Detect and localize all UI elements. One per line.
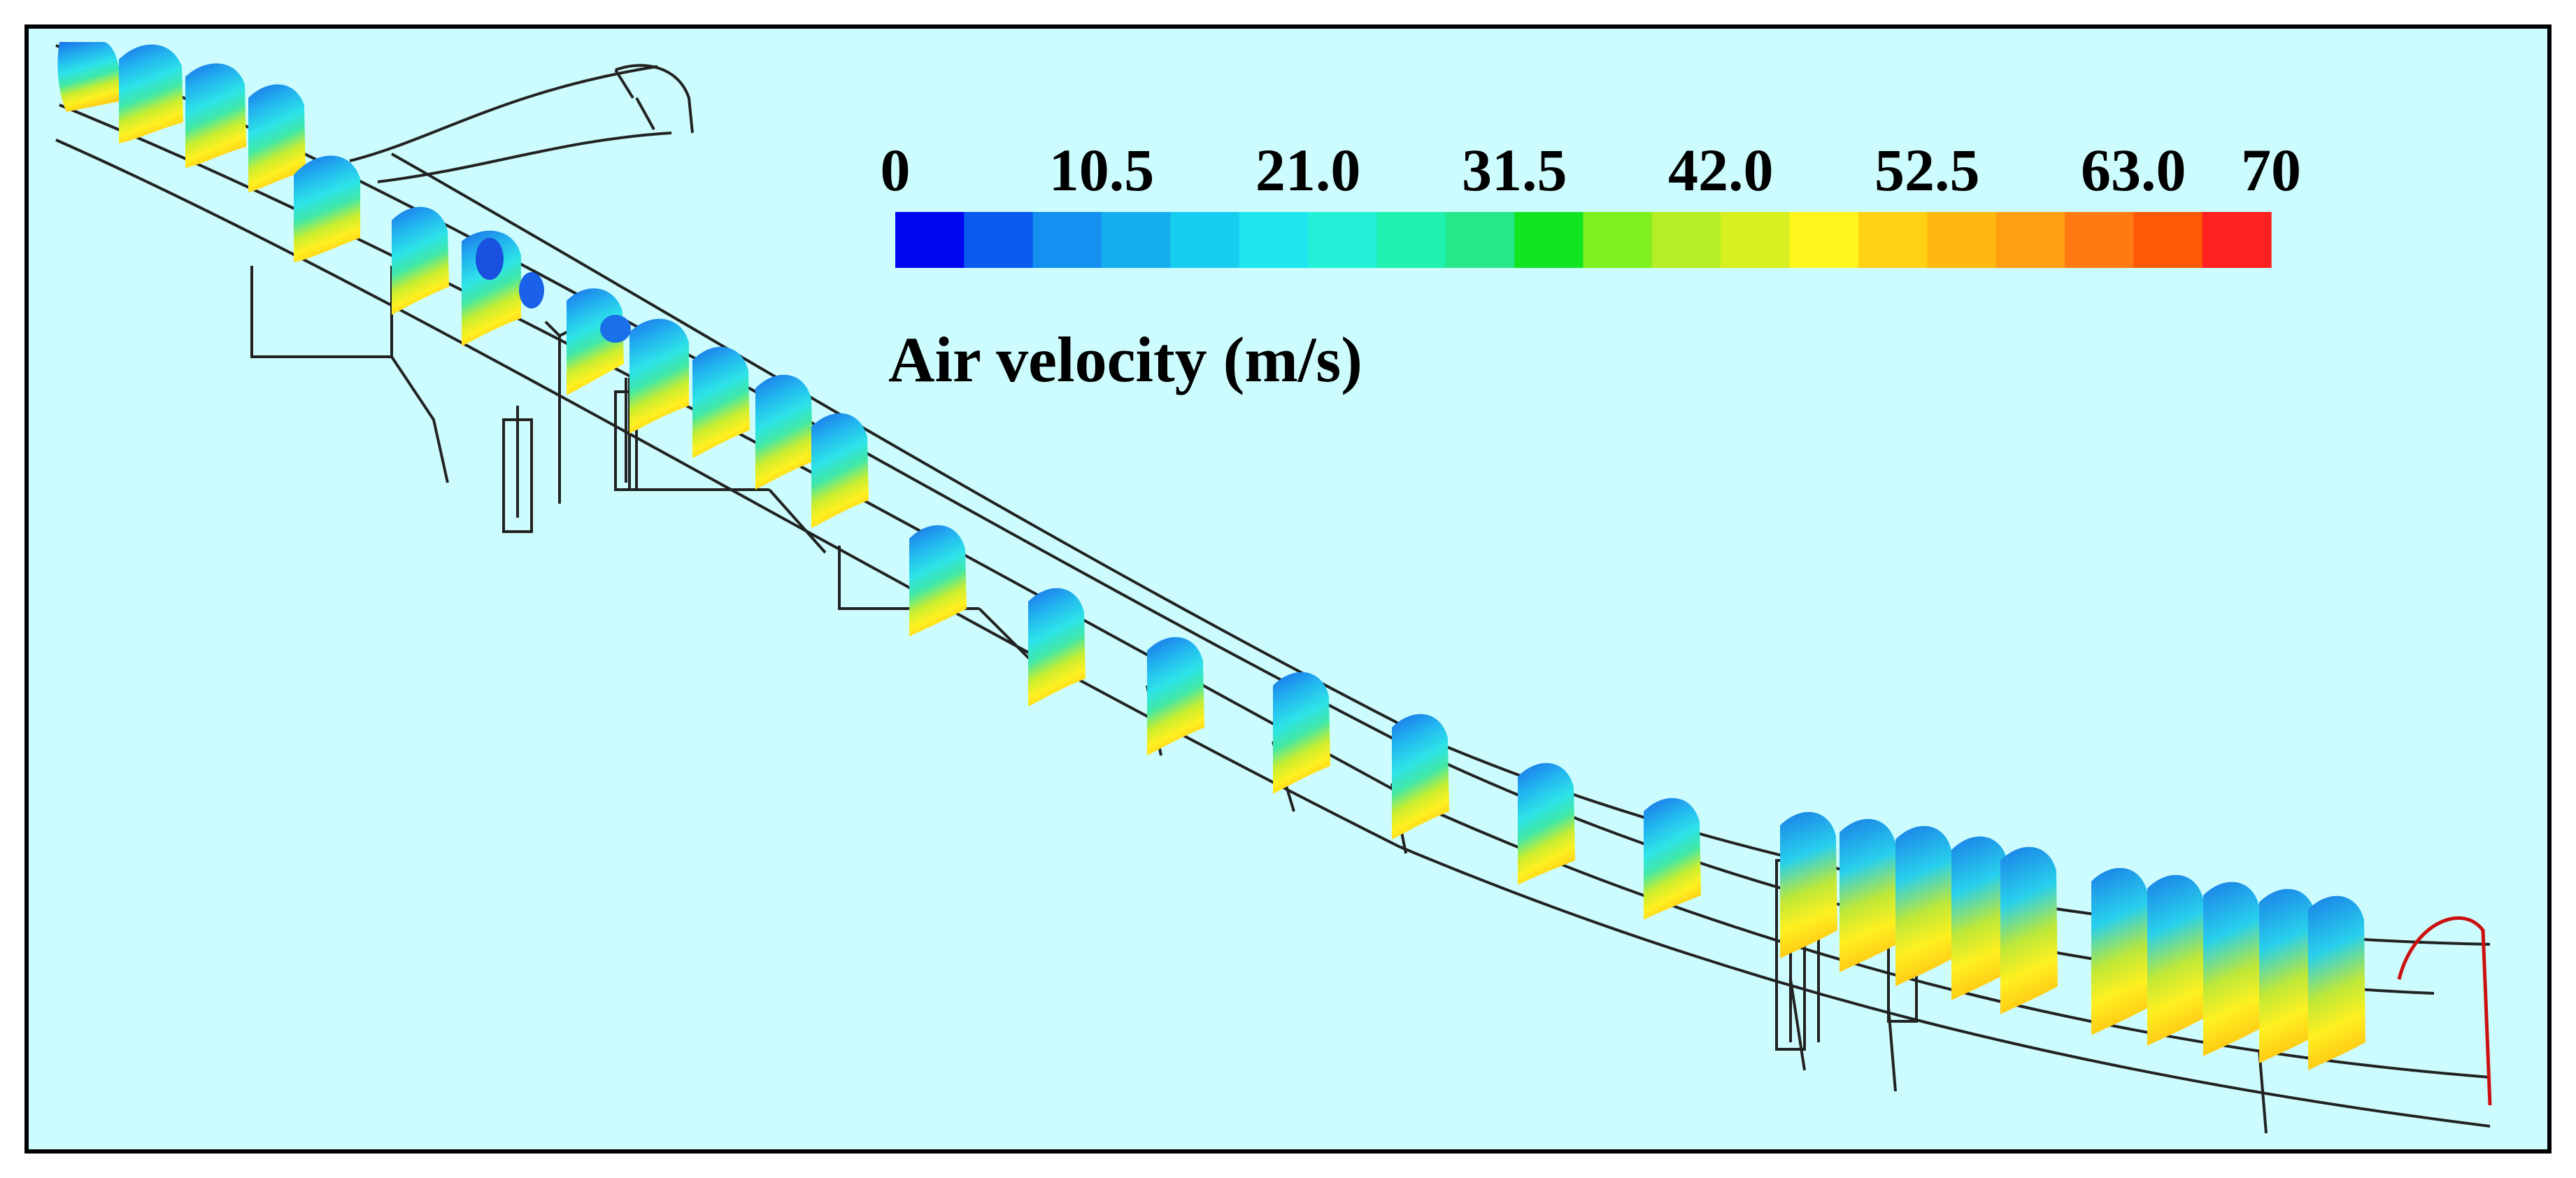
colorbar-cell (2202, 212, 2272, 268)
colorbar-tick-label: 10.5 (1049, 136, 1155, 204)
tunnel-portal-outline (2397, 916, 2492, 1106)
colorbar-cell (1858, 212, 1928, 268)
colorbar-tick-label: 63.0 (2081, 136, 2186, 204)
colorbar-cell (964, 212, 1034, 268)
colorbar-cell (1445, 212, 1515, 268)
colorbar-cell (2133, 212, 2203, 268)
colorbar-cell (1102, 212, 1172, 268)
colorbar-cell (1927, 212, 1997, 268)
colorbar-cell (1032, 212, 1102, 268)
colorbar-tick-label: 31.5 (1462, 136, 1567, 204)
colorbar-cell (1583, 212, 1653, 268)
colorbar-tick-label: 70 (2241, 136, 2301, 204)
colorbar-cell (1789, 212, 1859, 268)
colorbar-cell (1995, 212, 2065, 268)
colorbar: 0 10.5 21.0 31.5 42.0 52.5 63.0 70 Air velocity… (881, 136, 2302, 395)
colorbar-title: Air velocity (m/s) (888, 324, 1362, 395)
colorbar-cell (1308, 212, 1378, 268)
colorbar-cell (1721, 212, 1791, 268)
colorbar-cell (1514, 212, 1584, 268)
colorbar-cell (1651, 212, 1721, 268)
velocity-contour-sections (57, 42, 2365, 1070)
colorbar-cell (895, 212, 965, 268)
colorbar-tick-labels: 0 10.5 21.0 31.5 42.0 52.5 63.0 70 (881, 136, 2302, 204)
colorbar-tick-label: 21.0 (1255, 136, 1361, 204)
colorbar-tick-label: 0 (881, 136, 911, 204)
colorbar-cell (1376, 212, 1446, 268)
colorbar-cell (1239, 212, 1309, 268)
colorbar-cells (895, 212, 2272, 268)
colorbar-tick-label: 52.5 (1874, 136, 1980, 204)
colorbar-cell (1170, 212, 1240, 268)
colorbar-tick-label: 42.0 (1668, 136, 1774, 204)
colorbar-cell (2064, 212, 2134, 268)
